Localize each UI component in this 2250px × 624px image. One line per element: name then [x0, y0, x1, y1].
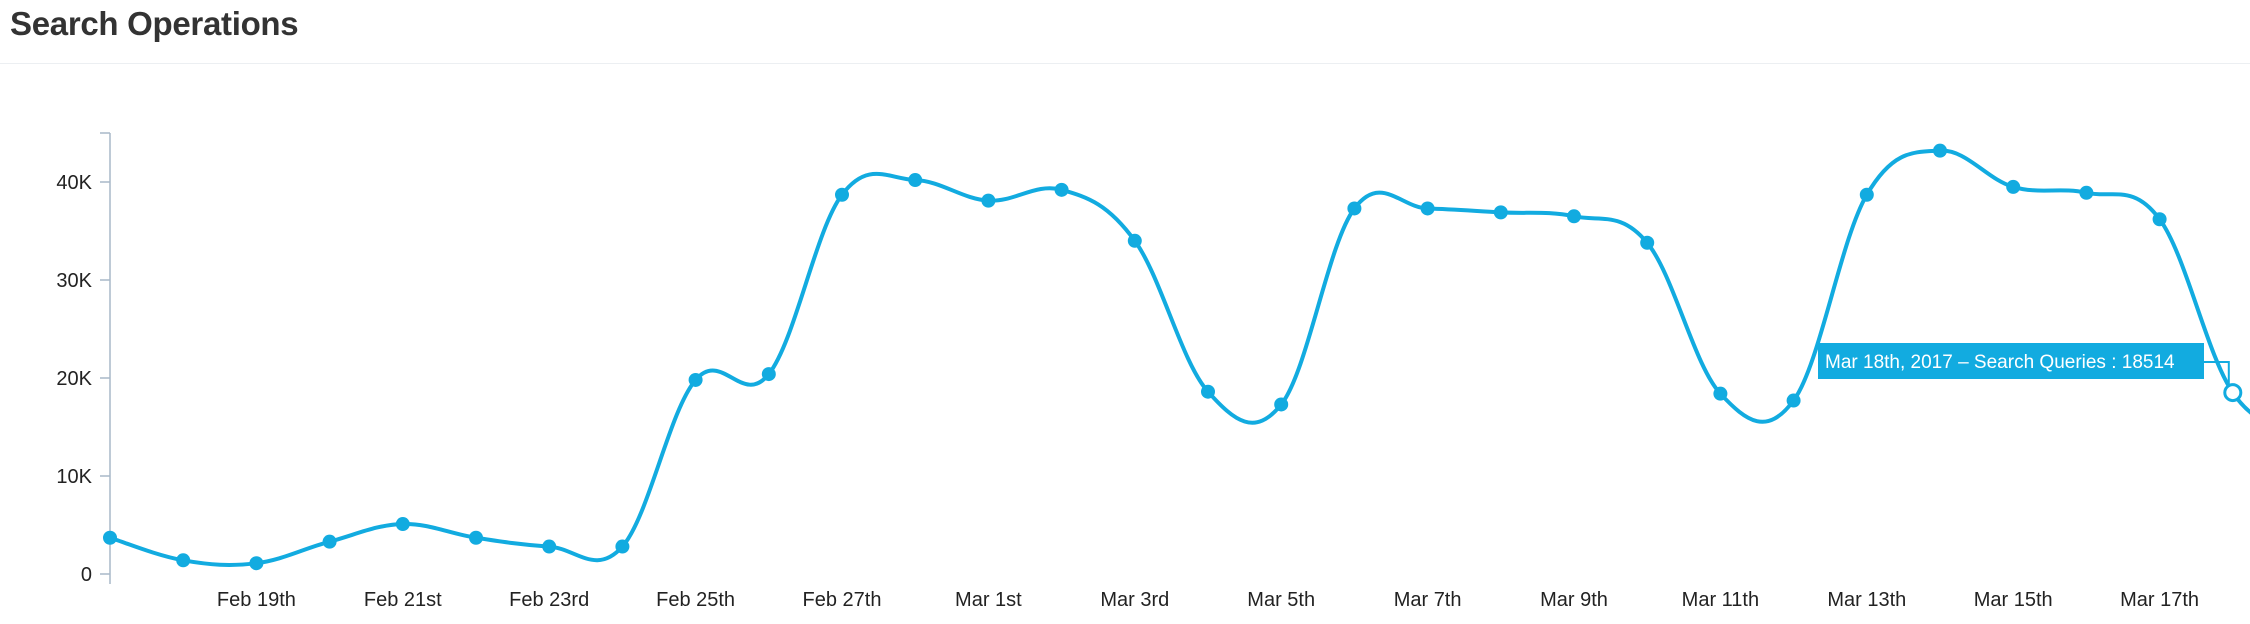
x-tick-label: Feb 23rd — [509, 589, 589, 611]
data-point[interactable] — [1421, 201, 1435, 215]
data-point[interactable] — [249, 556, 263, 570]
data-point-highlighted[interactable] — [2225, 385, 2241, 401]
x-axis-labels: Feb 19th Feb 21st Feb 23rd Feb 25th Feb 27th… — [217, 589, 2199, 611]
data-point[interactable] — [1713, 387, 1727, 401]
data-point[interactable] — [1128, 234, 1142, 248]
data-point[interactable] — [762, 367, 776, 381]
x-tick-label: Mar 3rd — [1100, 589, 1169, 611]
data-point[interactable] — [542, 540, 556, 554]
data-point[interactable] — [1567, 209, 1581, 223]
data-point[interactable] — [103, 531, 117, 545]
x-tick-label: Mar 11th — [1682, 589, 1759, 611]
x-tick-label: Mar 9th — [1540, 589, 1608, 611]
y-tick-label: 20K — [56, 368, 92, 390]
data-point[interactable] — [1494, 205, 1508, 219]
x-tick-label: Mar 5th — [1247, 589, 1315, 611]
data-point[interactable] — [396, 517, 410, 531]
data-point[interactable] — [1933, 144, 1947, 158]
y-tick-label: 10K — [56, 466, 92, 488]
x-tick-label: Mar 15th — [1974, 589, 2053, 611]
data-point[interactable] — [1787, 394, 1801, 408]
data-point[interactable] — [2006, 180, 2020, 194]
x-tick-label: Feb 25th — [656, 589, 735, 611]
x-tick-label: Feb 19th — [217, 589, 296, 611]
data-point[interactable] — [1640, 236, 1654, 250]
data-point[interactable] — [2153, 212, 2167, 226]
data-point[interactable] — [835, 188, 849, 202]
x-tick-label: Mar 7th — [1394, 589, 1462, 611]
data-point[interactable] — [1201, 385, 1215, 399]
x-tick-label: Mar 13th — [1827, 589, 1906, 611]
data-point[interactable] — [981, 194, 995, 208]
data-point[interactable] — [323, 535, 337, 549]
y-axis-labels: 0 10K 20K 30K 40K — [56, 172, 92, 586]
x-tick-label: Mar 1st — [955, 589, 1022, 611]
data-point[interactable] — [1055, 183, 1069, 197]
tooltip: Mar 18th, 2017 – Search Queries : 18514 — [1818, 343, 2229, 384]
chart-axes — [100, 133, 110, 584]
x-tick-label: Mar 17th — [2120, 589, 2199, 611]
data-point[interactable] — [908, 173, 922, 187]
data-point[interactable] — [689, 373, 703, 387]
data-point[interactable] — [2079, 186, 2093, 200]
tooltip-text: Mar 18th, 2017 – Search Queries : 18514 — [1825, 352, 2175, 373]
y-tick-label: 40K — [56, 172, 92, 194]
x-tick-label: Feb 21st — [364, 589, 442, 611]
data-point[interactable] — [469, 531, 483, 545]
data-point[interactable] — [1860, 188, 1874, 202]
x-tick-label: Feb 27th — [803, 589, 882, 611]
data-point[interactable] — [1274, 397, 1288, 411]
y-tick-label: 0 — [81, 564, 92, 586]
data-point[interactable] — [176, 553, 190, 567]
y-tick-label: 30K — [56, 270, 92, 292]
data-point[interactable] — [615, 540, 629, 554]
data-point[interactable] — [1347, 201, 1361, 215]
